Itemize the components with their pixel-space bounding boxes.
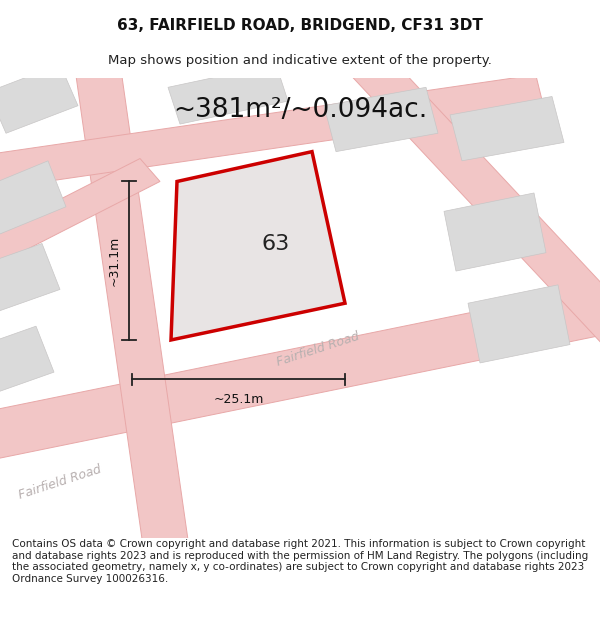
Polygon shape [0, 75, 544, 196]
Text: 63: 63 [261, 234, 289, 254]
Polygon shape [0, 64, 78, 133]
Polygon shape [324, 88, 438, 152]
Polygon shape [168, 64, 288, 124]
Polygon shape [0, 161, 66, 239]
Text: ~31.1m: ~31.1m [107, 236, 121, 286]
Text: ~25.1m: ~25.1m [214, 392, 263, 406]
Text: Contains OS data © Crown copyright and database right 2021. This information is : Contains OS data © Crown copyright and d… [12, 539, 588, 584]
Polygon shape [73, 53, 191, 563]
Text: 63, FAIRFIELD ROAD, BRIDGEND, CF31 3DT: 63, FAIRFIELD ROAD, BRIDGEND, CF31 3DT [117, 18, 483, 32]
Polygon shape [171, 152, 345, 340]
Text: Fairfield Road: Fairfield Road [275, 329, 361, 369]
Polygon shape [468, 285, 570, 363]
Polygon shape [186, 170, 327, 312]
Polygon shape [450, 96, 564, 161]
Text: Map shows position and indicative extent of the property.: Map shows position and indicative extent… [108, 54, 492, 68]
Polygon shape [0, 244, 60, 317]
Polygon shape [0, 276, 600, 469]
Polygon shape [444, 193, 546, 271]
Polygon shape [0, 326, 54, 400]
Text: ~381m²/~0.094ac.: ~381m²/~0.094ac. [173, 98, 427, 123]
Text: Fairfield Road: Fairfield Road [17, 463, 103, 502]
Polygon shape [0, 159, 160, 273]
Polygon shape [341, 45, 600, 373]
